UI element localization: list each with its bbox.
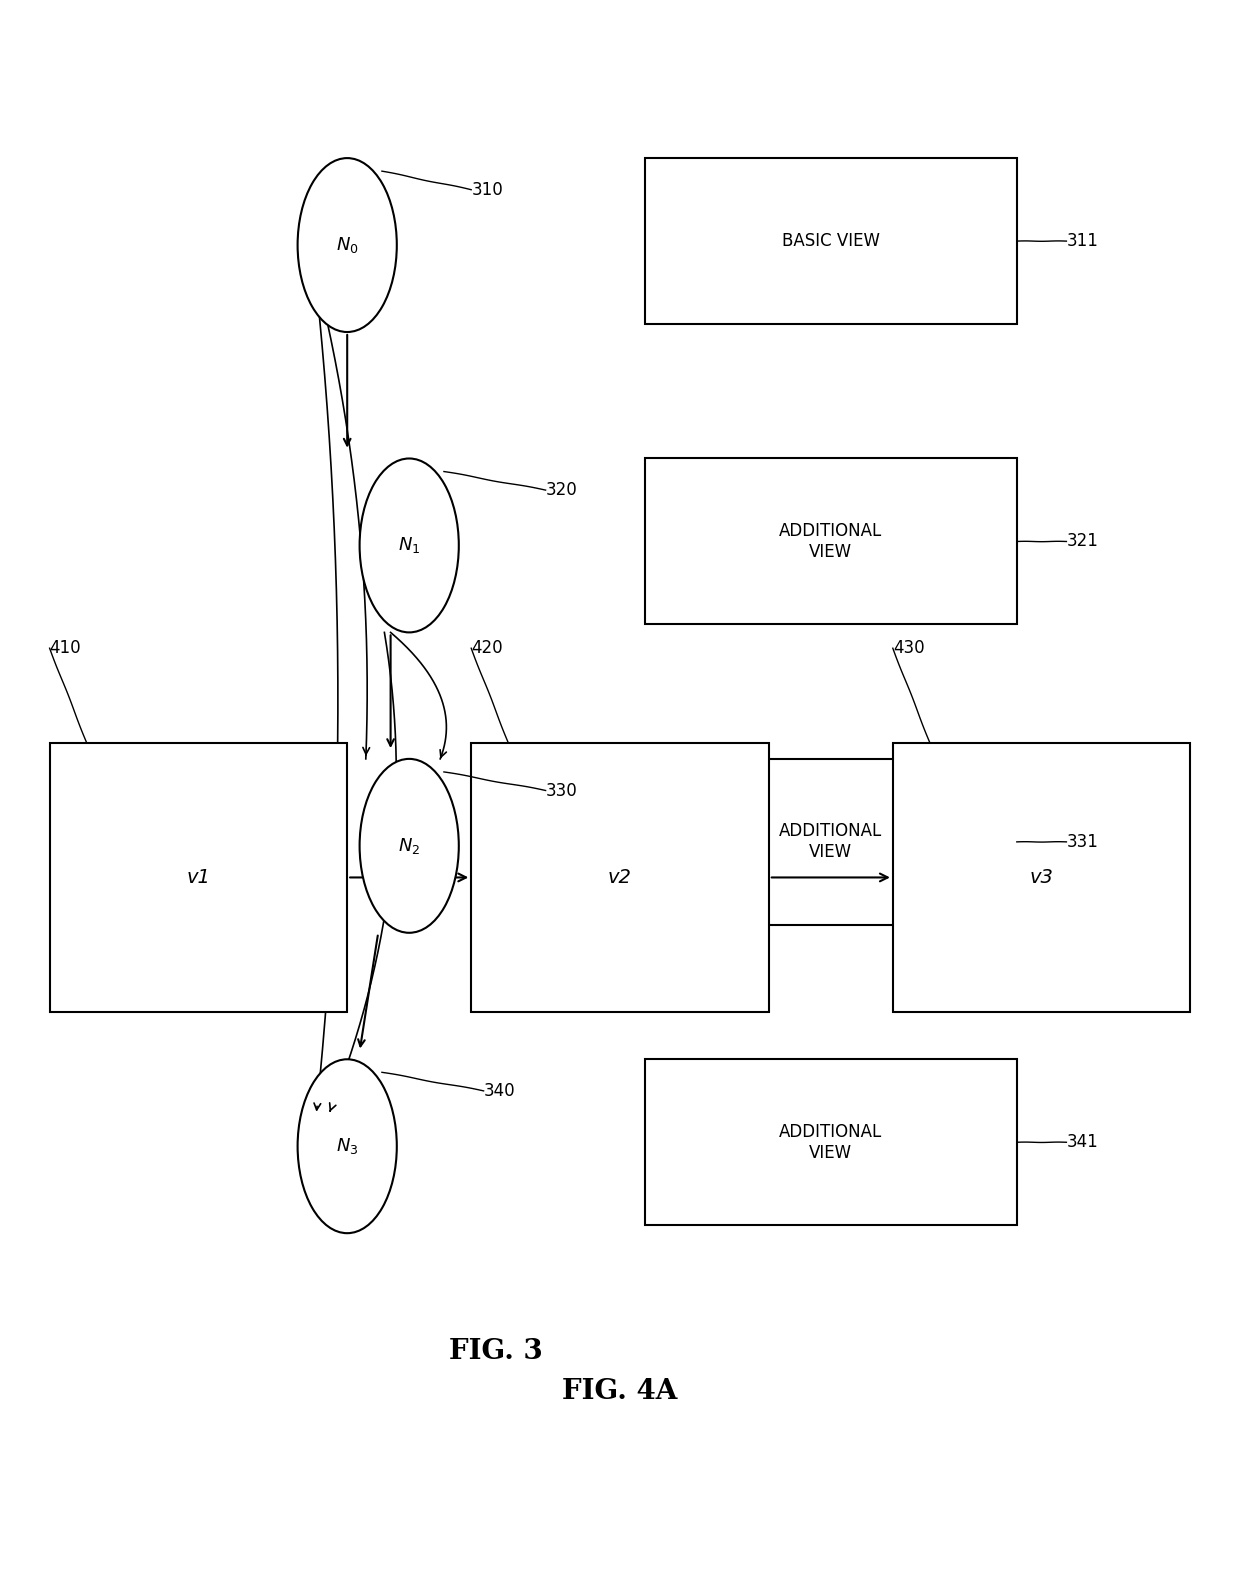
Ellipse shape xyxy=(360,458,459,632)
Ellipse shape xyxy=(298,1059,397,1233)
Bar xyxy=(471,743,769,1012)
Text: 331: 331 xyxy=(1066,833,1099,851)
Text: 340: 340 xyxy=(484,1081,516,1100)
Text: $N_{0}$: $N_{0}$ xyxy=(336,236,358,255)
Ellipse shape xyxy=(360,759,459,933)
Text: BASIC VIEW: BASIC VIEW xyxy=(781,232,880,250)
Bar xyxy=(50,743,347,1012)
Ellipse shape xyxy=(298,158,397,332)
Text: 310: 310 xyxy=(471,180,503,199)
Text: 420: 420 xyxy=(471,639,503,658)
Text: $N_{2}$: $N_{2}$ xyxy=(398,836,420,855)
Text: ADDITIONAL
VIEW: ADDITIONAL VIEW xyxy=(779,522,883,561)
Text: 320: 320 xyxy=(546,481,578,500)
Bar xyxy=(645,458,1017,624)
Text: 330: 330 xyxy=(546,781,578,800)
Text: 410: 410 xyxy=(50,639,82,658)
Text: v1: v1 xyxy=(186,868,211,887)
Text: 311: 311 xyxy=(1066,232,1099,250)
Text: $N_{3}$: $N_{3}$ xyxy=(336,1137,358,1156)
Text: FIG. 4A: FIG. 4A xyxy=(562,1377,678,1406)
Bar xyxy=(645,759,1017,925)
Text: 341: 341 xyxy=(1066,1134,1099,1151)
Bar xyxy=(645,158,1017,324)
Text: v2: v2 xyxy=(608,868,632,887)
Text: $N_{1}$: $N_{1}$ xyxy=(398,536,420,555)
Bar xyxy=(645,1059,1017,1225)
Text: 321: 321 xyxy=(1066,533,1099,550)
Text: v3: v3 xyxy=(1029,868,1054,887)
Text: FIG. 3: FIG. 3 xyxy=(449,1338,543,1366)
Text: 430: 430 xyxy=(893,639,925,658)
Text: ADDITIONAL
VIEW: ADDITIONAL VIEW xyxy=(779,822,883,862)
Bar xyxy=(893,743,1190,1012)
Text: ADDITIONAL
VIEW: ADDITIONAL VIEW xyxy=(779,1123,883,1162)
